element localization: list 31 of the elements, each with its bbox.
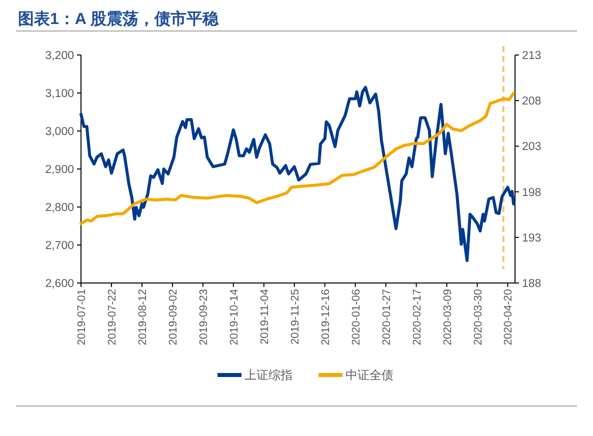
x-tick-label: 2020-02-17	[411, 289, 424, 346]
x-tick-label: 2019-07-22	[106, 289, 118, 346]
x-tick-label: 2020-01-06	[350, 289, 362, 346]
x-tick-label: 2019-08-12	[136, 289, 149, 346]
x-tick-label: 2019-11-04	[258, 289, 271, 344]
y2-tick-label: 198	[522, 186, 542, 199]
x-tick-label: 2020-03-30	[472, 289, 484, 346]
y-tick-label: 2,900	[45, 164, 74, 176]
x-tick-label: 2019-12-16	[320, 289, 332, 346]
y-tick-label: 2,600	[45, 278, 74, 290]
legend-label: 中证全债	[346, 368, 394, 382]
y-tick-label: 3,000	[45, 126, 74, 138]
title: 图表1：A 股震荡，债市平稳	[18, 11, 218, 28]
y2-tick-label: 188	[522, 278, 542, 290]
x-tick-label: 2019-09-23	[198, 289, 210, 346]
x-tick-label: 2019-09-02	[167, 289, 180, 346]
y-tick-label: 2,700	[45, 240, 74, 252]
x-tick-label: 2019-07-01	[76, 289, 88, 346]
x-tick-label: 2020-03-09	[442, 289, 454, 346]
x-tick-label: 2020-04-20	[502, 289, 515, 346]
y-tick-label: 3,200	[45, 50, 74, 62]
x-tick-label: 2019-11-25	[289, 289, 302, 344]
y2-tick-label: 203	[522, 141, 542, 154]
legend-label: 上证综指	[244, 368, 292, 382]
y2-tick-label: 213	[522, 50, 542, 62]
y-tick-label: 3,100	[45, 88, 74, 100]
x-tick-label: 2019-10-14	[228, 289, 240, 346]
y2-tick-label: 193	[522, 232, 542, 244]
y-tick-label: 2,800	[45, 202, 74, 214]
y2-tick-label: 208	[522, 96, 542, 108]
x-tick-label: 2020-01-27	[380, 289, 393, 346]
